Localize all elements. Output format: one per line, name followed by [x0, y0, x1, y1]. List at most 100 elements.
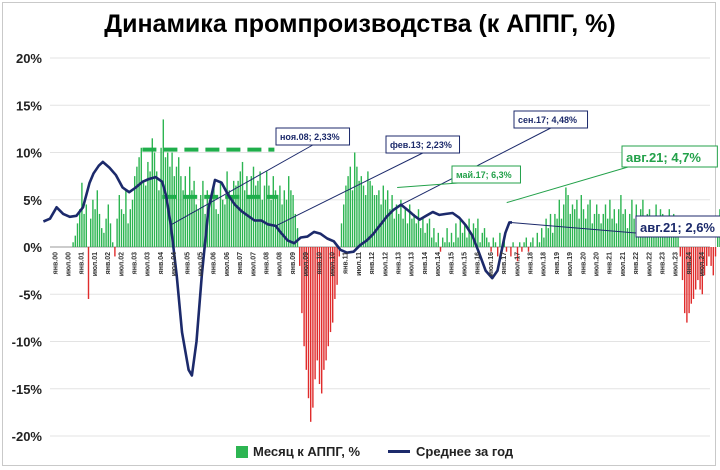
x-tick-label: июл.02 [118, 252, 125, 276]
bar [338, 247, 341, 257]
bar [312, 247, 314, 408]
bar [177, 157, 180, 247]
bar [710, 247, 712, 266]
bar [510, 247, 512, 257]
bar [287, 176, 290, 247]
bar [263, 185, 266, 247]
bar [191, 190, 193, 247]
bar [650, 228, 653, 247]
bar [353, 152, 356, 247]
bar [382, 185, 385, 247]
x-tick-label: июл.13 [409, 252, 416, 276]
bar [587, 204, 589, 247]
bar [325, 247, 327, 361]
bar [78, 209, 81, 247]
x-tick-label: янв.12 [369, 252, 376, 274]
bar [481, 232, 484, 247]
bar [175, 166, 178, 247]
callout-box [635, 215, 720, 238]
bar [617, 209, 620, 247]
x-tick-label: янв.17 [501, 252, 508, 274]
callout-leader [170, 144, 314, 226]
bar [199, 195, 202, 247]
bar [294, 213, 297, 247]
x-tick-label: июл.03 [145, 252, 152, 276]
bar [140, 147, 143, 247]
bar [98, 213, 101, 247]
bar [705, 247, 708, 266]
bar [395, 204, 398, 247]
bar [681, 247, 684, 281]
bar [142, 180, 145, 247]
bar [560, 218, 563, 247]
x-tick-label: янв.22 [633, 252, 640, 274]
bar [554, 213, 556, 247]
bar [613, 209, 616, 247]
bar [136, 166, 138, 247]
x-tick-label: июл.24 [699, 252, 706, 276]
callout-leader [397, 182, 459, 188]
x-tick-label: июл.12 [382, 252, 389, 276]
bar [171, 152, 173, 247]
x-tick-label: янв.10 [316, 252, 323, 274]
bar [193, 180, 195, 247]
bar [527, 247, 530, 252]
x-tick-label: янв.23 [659, 252, 666, 274]
bar [576, 199, 578, 247]
bar [274, 190, 277, 247]
bar [505, 247, 508, 252]
bar [703, 247, 706, 276]
bar [485, 237, 488, 247]
average-line-path [42, 160, 512, 377]
bar [230, 195, 233, 247]
bar [213, 185, 215, 247]
bar [569, 213, 572, 247]
bar [129, 209, 132, 247]
bar [523, 242, 525, 247]
bar [538, 242, 541, 247]
bar [133, 176, 136, 247]
bar [228, 190, 231, 247]
bar [622, 213, 624, 247]
legend-line-swatch [388, 450, 411, 453]
x-tick-label: июл.17 [514, 252, 521, 276]
bar [463, 223, 466, 247]
bar [259, 171, 261, 247]
x-tick-label: июл.06 [224, 252, 231, 276]
x-tick-label: июл.14 [435, 252, 442, 276]
bar [184, 176, 187, 247]
x-tick-label: июл.07 [250, 252, 257, 276]
bar [406, 223, 409, 247]
x-tick-label: июл.22 [646, 252, 653, 276]
bar [543, 237, 545, 247]
callout-box [621, 145, 718, 168]
bar [241, 161, 244, 247]
bar [323, 247, 325, 370]
bar [292, 195, 294, 247]
x-tick-label: июл.09 [303, 252, 310, 276]
bar [532, 237, 534, 247]
bar [111, 242, 114, 247]
bar [512, 242, 514, 247]
x-tick-label: июл.21 [620, 252, 627, 276]
bar [450, 232, 453, 247]
bar [349, 166, 352, 247]
bar [694, 247, 697, 290]
bar [122, 213, 125, 247]
y-tick-label: -10% [12, 335, 43, 350]
x-axis-labels: янв.00 июл.00 янв.01 июл.01 янв.02 июл.02 янв.… [52, 252, 706, 276]
bar [221, 199, 224, 247]
bar [309, 247, 312, 422]
x-tick-label: июл.20 [593, 252, 600, 276]
bar [419, 228, 422, 247]
grid-lines [50, 57, 710, 437]
bar [127, 223, 129, 247]
x-tick-label: июл.05 [197, 252, 204, 276]
bar [85, 204, 88, 247]
bar [571, 204, 574, 247]
bar [182, 190, 184, 247]
bar [197, 209, 200, 247]
bar [556, 218, 558, 247]
bar [545, 218, 547, 247]
bar [675, 228, 677, 247]
